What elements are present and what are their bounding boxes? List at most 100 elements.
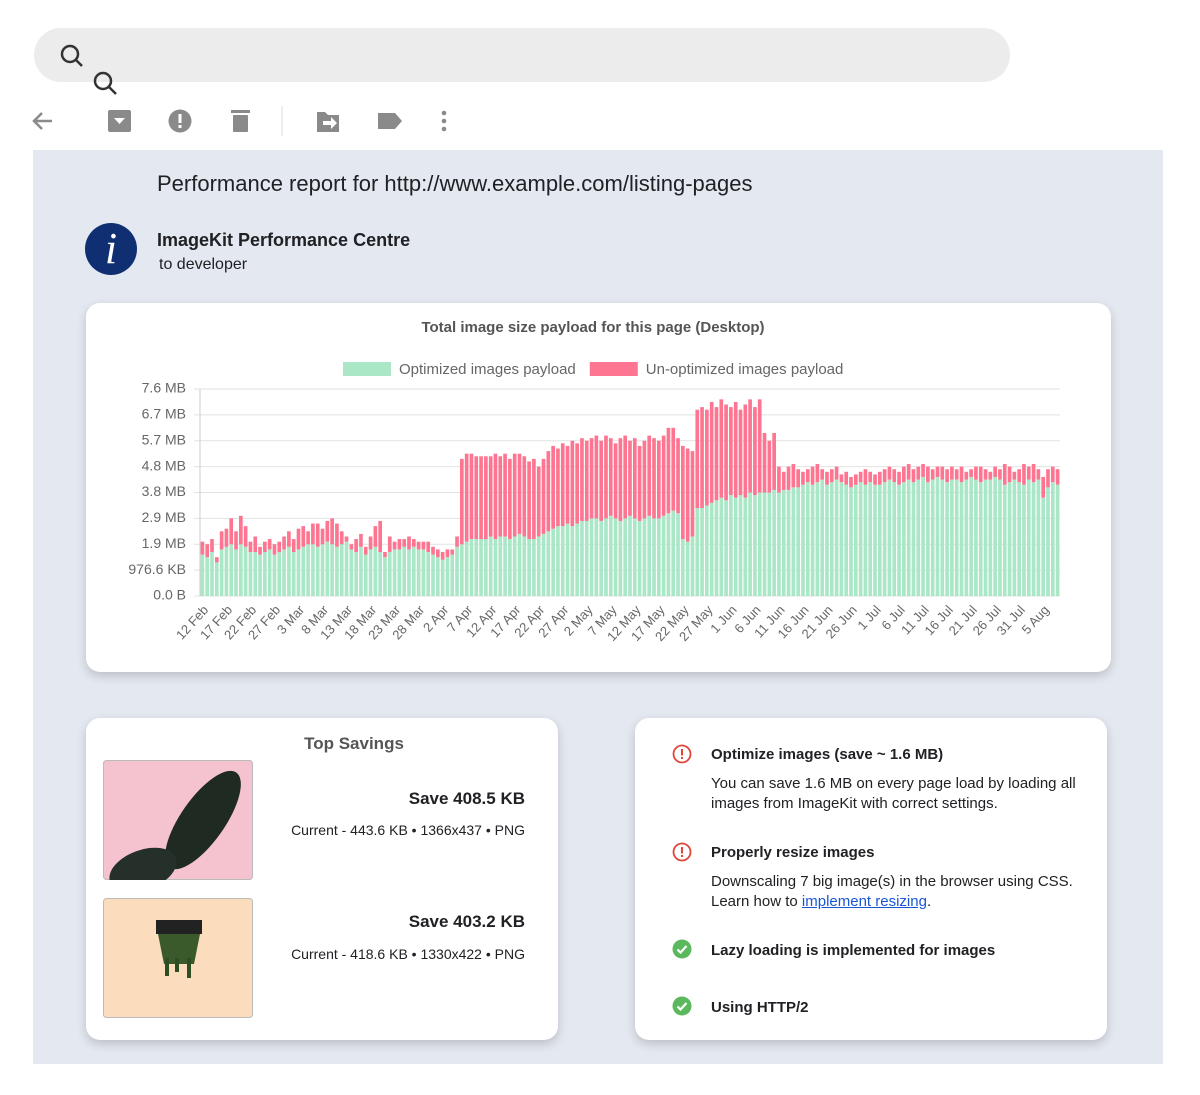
label-icon[interactable] xyxy=(378,113,402,129)
bar-segment xyxy=(599,440,603,521)
bar-segment xyxy=(584,440,589,521)
bar-segment xyxy=(825,471,829,485)
x-tick-label: 1 Jul xyxy=(854,602,884,633)
x-tick-label: 1 Jun xyxy=(707,602,739,636)
recipient: to developer xyxy=(159,256,248,273)
bar-segment xyxy=(469,539,474,596)
bar-segment xyxy=(344,536,349,542)
bar-segment xyxy=(954,469,959,480)
bar-segment xyxy=(810,484,815,596)
bar-segment xyxy=(729,495,733,596)
bar-segment xyxy=(753,407,757,496)
bar-segment xyxy=(1022,484,1026,596)
bar-segment xyxy=(858,471,863,483)
bar-segment xyxy=(757,492,762,596)
bar-segment xyxy=(349,544,354,550)
bar-segment xyxy=(868,482,873,596)
bar-segment xyxy=(738,495,743,596)
pass-icon xyxy=(672,939,692,959)
bar-segment xyxy=(935,466,940,477)
search-bar[interactable] xyxy=(34,28,1010,95)
thumbnail xyxy=(103,760,253,880)
bar-segment xyxy=(1017,469,1021,483)
bar-segment xyxy=(652,438,656,519)
bar-segment xyxy=(940,479,945,596)
bar-segment xyxy=(306,531,310,545)
bar-segment xyxy=(570,526,575,596)
bar-segment xyxy=(435,549,440,558)
bar-segment xyxy=(320,528,325,545)
bar-segment xyxy=(618,520,623,596)
rec-text: Downscaling 7 big image(s) in the browse… xyxy=(711,873,1073,910)
bar-segment xyxy=(431,546,435,555)
bar-segment xyxy=(565,445,570,524)
bar-segment xyxy=(594,518,599,596)
move-icon[interactable] xyxy=(317,112,339,132)
link[interactable]: implement resizing xyxy=(801,893,927,910)
bar-segment xyxy=(239,515,243,545)
bar-segment xyxy=(810,466,815,485)
bar-segment xyxy=(402,546,407,596)
back-icon[interactable] xyxy=(32,112,52,130)
bar-segment xyxy=(435,557,440,596)
bar-segment xyxy=(666,513,671,596)
archive-icon[interactable] xyxy=(108,110,131,132)
bar-segment xyxy=(964,471,969,480)
bar-segment xyxy=(863,469,868,485)
bar-segment xyxy=(642,518,647,596)
bar-segment xyxy=(786,466,791,490)
bar-segment xyxy=(387,536,392,553)
bar-segment xyxy=(368,549,373,596)
bar-segment xyxy=(243,526,248,547)
bar-segment xyxy=(373,546,378,596)
chart-title: Total image size payload for this page (… xyxy=(421,319,764,336)
bar-segment xyxy=(839,474,844,483)
bar-segment xyxy=(974,466,978,480)
bar-segment xyxy=(445,549,450,558)
bar-segment xyxy=(205,544,210,558)
bar-segment xyxy=(729,407,733,496)
bar-segment xyxy=(383,557,387,596)
bar-segment xyxy=(767,492,772,596)
x-tick-label: 31 Jul xyxy=(994,602,1028,638)
bar-segment xyxy=(748,492,752,596)
bar-segment xyxy=(325,541,330,596)
bar-segment xyxy=(613,518,618,596)
rec-title: Properly resize images xyxy=(711,844,875,861)
delete-icon[interactable] xyxy=(231,110,250,132)
y-tick-label: 6.7 MB xyxy=(142,406,186,422)
bar-segment xyxy=(440,552,445,560)
bar-segment xyxy=(301,526,306,547)
bar-segment xyxy=(1046,487,1050,596)
bar-segment xyxy=(911,482,916,596)
bar-segment xyxy=(320,544,325,596)
bar-segment xyxy=(522,536,527,596)
y-tick-label: 1.9 MB xyxy=(142,535,186,551)
bar-segment xyxy=(272,544,277,555)
bar-segment xyxy=(613,443,618,519)
bar-segment xyxy=(416,541,421,550)
bar-segment xyxy=(263,552,267,596)
rec-title: Optimize images (save ~ 1.6 MB) xyxy=(711,746,944,763)
bar-segment xyxy=(411,546,416,596)
report-icon[interactable] xyxy=(168,109,192,133)
rec-title: Using HTTP/2 xyxy=(711,999,809,1016)
bar-segment xyxy=(291,539,296,553)
more-icon[interactable] xyxy=(441,110,447,132)
chart-card: Total image size payload for this page (… xyxy=(86,303,1111,672)
bar-segment xyxy=(950,466,954,480)
bar-segment xyxy=(392,541,397,550)
bar-segment xyxy=(239,544,243,596)
bar-segment xyxy=(959,466,964,483)
bar-segment xyxy=(479,456,483,540)
bar-segment xyxy=(1017,482,1021,596)
bar-segment xyxy=(988,471,993,480)
bar-segment xyxy=(311,544,315,596)
bar-segment xyxy=(512,453,517,537)
bar-segment xyxy=(258,554,262,596)
bar-segment xyxy=(902,466,906,483)
save-amount: Save 403.2 KB xyxy=(408,912,525,931)
bar-segment xyxy=(930,479,935,596)
bar-segment xyxy=(858,482,863,596)
